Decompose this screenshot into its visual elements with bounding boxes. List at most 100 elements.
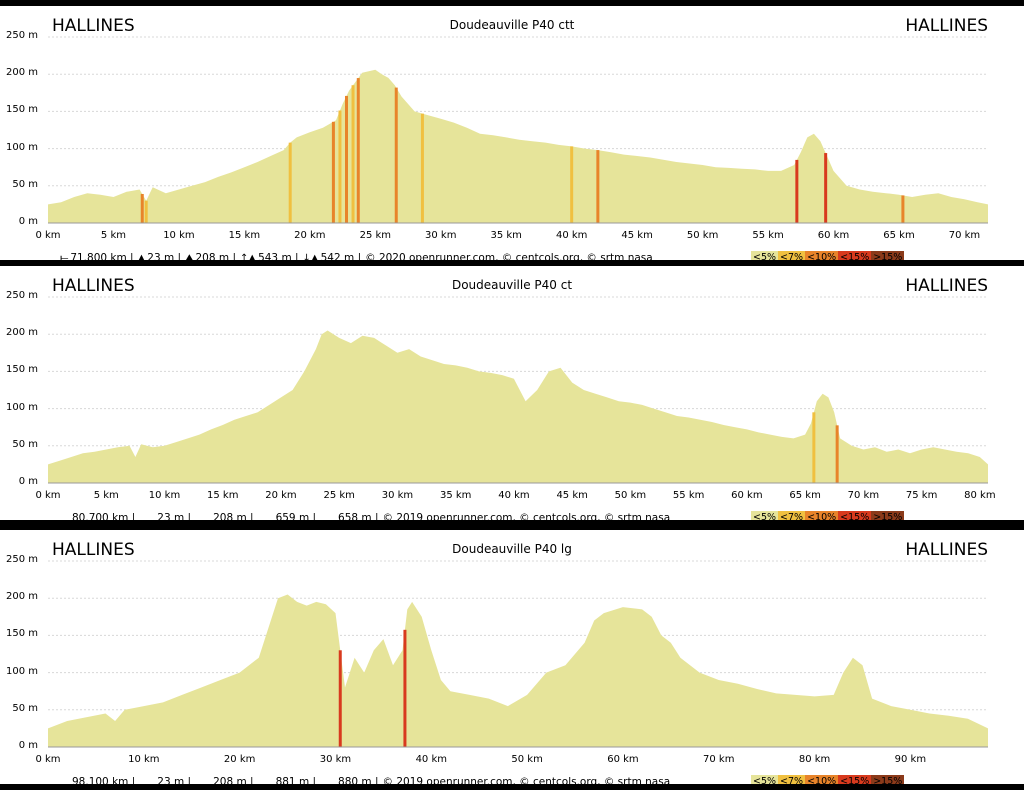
legend-lt7: <7% — [778, 775, 806, 784]
y-tick-label: 150 m — [5, 628, 38, 640]
ascent-value: 881 m | — [275, 776, 317, 784]
y-tick-label: 50 m — [12, 702, 38, 714]
y-tick-label: 50 m — [12, 438, 38, 450]
y-tick-label: 250 m — [5, 554, 38, 565]
x-tick-label: 0 km — [35, 490, 61, 501]
elevation-chart — [48, 296, 988, 484]
profile-panel-2: HALLINES Doudeauville P40 ct HALLINES 80… — [0, 266, 1024, 520]
ascent-icon: ↑▲ — [239, 252, 257, 261]
descent-value: 658 m | — [338, 512, 379, 520]
x-tick-label: 70 km — [703, 754, 735, 765]
y-tick-label: 250 m — [5, 30, 38, 41]
chart-title: Doudeauville P40 ctt — [449, 18, 575, 32]
legend-gt15: >15% — [871, 251, 905, 260]
y-tick-label: 0 m — [18, 216, 38, 227]
x-tick-label: 35 km — [490, 230, 522, 241]
legend-gt15: >15% — [871, 511, 905, 520]
x-tick-label: 5 km — [100, 230, 126, 241]
distance-icon: ⟝ — [60, 252, 69, 261]
min-altitude-value: 23 m | — [157, 776, 192, 784]
x-tick-label: 50 km — [511, 754, 543, 765]
x-tick-label: 45 km — [621, 230, 653, 241]
ascent-value: 659 m | — [275, 512, 317, 520]
descent-value: 542 m | — [320, 252, 362, 260]
x-tick-label: 30 km — [319, 754, 352, 765]
steep-segment — [338, 650, 342, 747]
chart-title: Doudeauville P40 ct — [451, 278, 573, 292]
steep-segment — [140, 193, 144, 223]
min-altitude-icon: ▲ — [137, 252, 146, 261]
start-place: HALLINES — [52, 16, 135, 36]
steep-segment — [356, 78, 360, 223]
x-tick-label: 75 km — [905, 490, 938, 501]
credits: © 2020 openrunner.com, © centcols.org, ©… — [365, 252, 653, 260]
y-tick-label: 200 m — [5, 327, 38, 339]
steep-segment — [331, 121, 335, 223]
steep-segment — [420, 113, 424, 223]
x-tick-label: 90 km — [894, 754, 927, 765]
x-tick-label: 10 km — [163, 230, 195, 241]
route-stats: ⟝ 71.800 km | ▲ 23 m | ⛰ 208 m | ↑▲ 543 … — [56, 252, 653, 260]
y-tick-label: 250 m — [5, 290, 38, 301]
route-stats: 80.700 km | 23 m | 208 m | 659 m | 658 m… — [72, 512, 670, 520]
x-tick-label: 80 km — [798, 754, 831, 765]
credits: © 2019 openrunner.com, © centcols.org, ©… — [382, 776, 671, 784]
x-tick-label: 20 km — [223, 754, 256, 765]
legend-lt15: <15% — [838, 775, 872, 784]
steep-segment — [403, 629, 407, 747]
x-tick-label: 0 km — [35, 230, 61, 241]
x-tick-label: 50 km — [614, 490, 647, 501]
steep-segment — [812, 412, 816, 483]
x-tick-label: 40 km — [555, 230, 588, 241]
steep-segment — [351, 85, 355, 223]
slope-legend: <5% <7% <10% <15% >15% — [751, 251, 905, 260]
x-tick-label: 65 km — [883, 230, 915, 241]
max-altitude-value: 208 m | — [213, 776, 254, 784]
legend-lt15: <15% — [838, 251, 872, 260]
x-tick-label: 70 km — [847, 490, 880, 501]
steep-segment — [596, 150, 600, 223]
legend-lt5: <5% — [751, 511, 779, 520]
steep-segment — [570, 146, 574, 223]
steep-segment — [344, 95, 348, 223]
end-place: HALLINES — [905, 16, 988, 36]
distance-value: 98.100 km | — [72, 776, 136, 784]
x-tick-label: 40 km — [415, 754, 447, 765]
x-tick-label: 15 km — [228, 230, 261, 241]
descent-value: 880 m | — [338, 776, 379, 784]
max-altitude-value: 208 m | — [213, 512, 254, 520]
x-tick-label: 5 km — [93, 490, 119, 501]
legend-lt15: <15% — [838, 511, 872, 520]
legend-lt10: <10% — [805, 775, 839, 784]
x-tick-label: 60 km — [731, 490, 763, 501]
y-tick-label: 0 m — [18, 476, 38, 487]
min-altitude-value: 23 m | — [157, 512, 192, 520]
legend-lt7: <7% — [778, 251, 806, 260]
y-tick-label: 150 m — [5, 104, 38, 116]
start-place: HALLINES — [52, 540, 135, 560]
profile-panel-3: HALLINES Doudeauville P40 lg HALLINES 98… — [0, 530, 1024, 784]
descent-icon: ↓▲ — [302, 252, 319, 261]
legend-lt10: <10% — [805, 511, 839, 520]
min-altitude-value: 23 m | — [147, 252, 182, 260]
y-tick-label: 200 m — [5, 67, 38, 79]
credits: © 2019 openrunner.com, © centcols.org, ©… — [382, 512, 671, 520]
elevation-chart — [48, 560, 988, 748]
profile-panel-1: HALLINES Doudeauville P40 ctt HALLINES ⟝… — [0, 6, 1024, 260]
x-tick-label: 80 km — [964, 490, 996, 501]
elevation-area — [48, 330, 988, 483]
x-tick-label: 10 km — [128, 754, 160, 765]
x-tick-label: 10 km — [148, 490, 181, 501]
chart-title: Doudeauville P40 lg — [452, 542, 572, 556]
ascent-value: 543 m | — [258, 252, 299, 260]
steep-segment — [901, 195, 905, 223]
end-place: HALLINES — [905, 540, 988, 560]
x-tick-label: 45 km — [556, 490, 588, 501]
steep-segment — [288, 142, 292, 223]
x-tick-label: 65 km — [789, 490, 821, 501]
slope-legend: <5% <7% <10% <15% >15% — [751, 775, 905, 784]
steep-segment — [835, 425, 839, 483]
legend-lt5: <5% — [751, 775, 779, 784]
route-stats: 98.100 km | 23 m | 208 m | 881 m | 880 m… — [72, 776, 670, 784]
steep-segment — [144, 200, 148, 223]
